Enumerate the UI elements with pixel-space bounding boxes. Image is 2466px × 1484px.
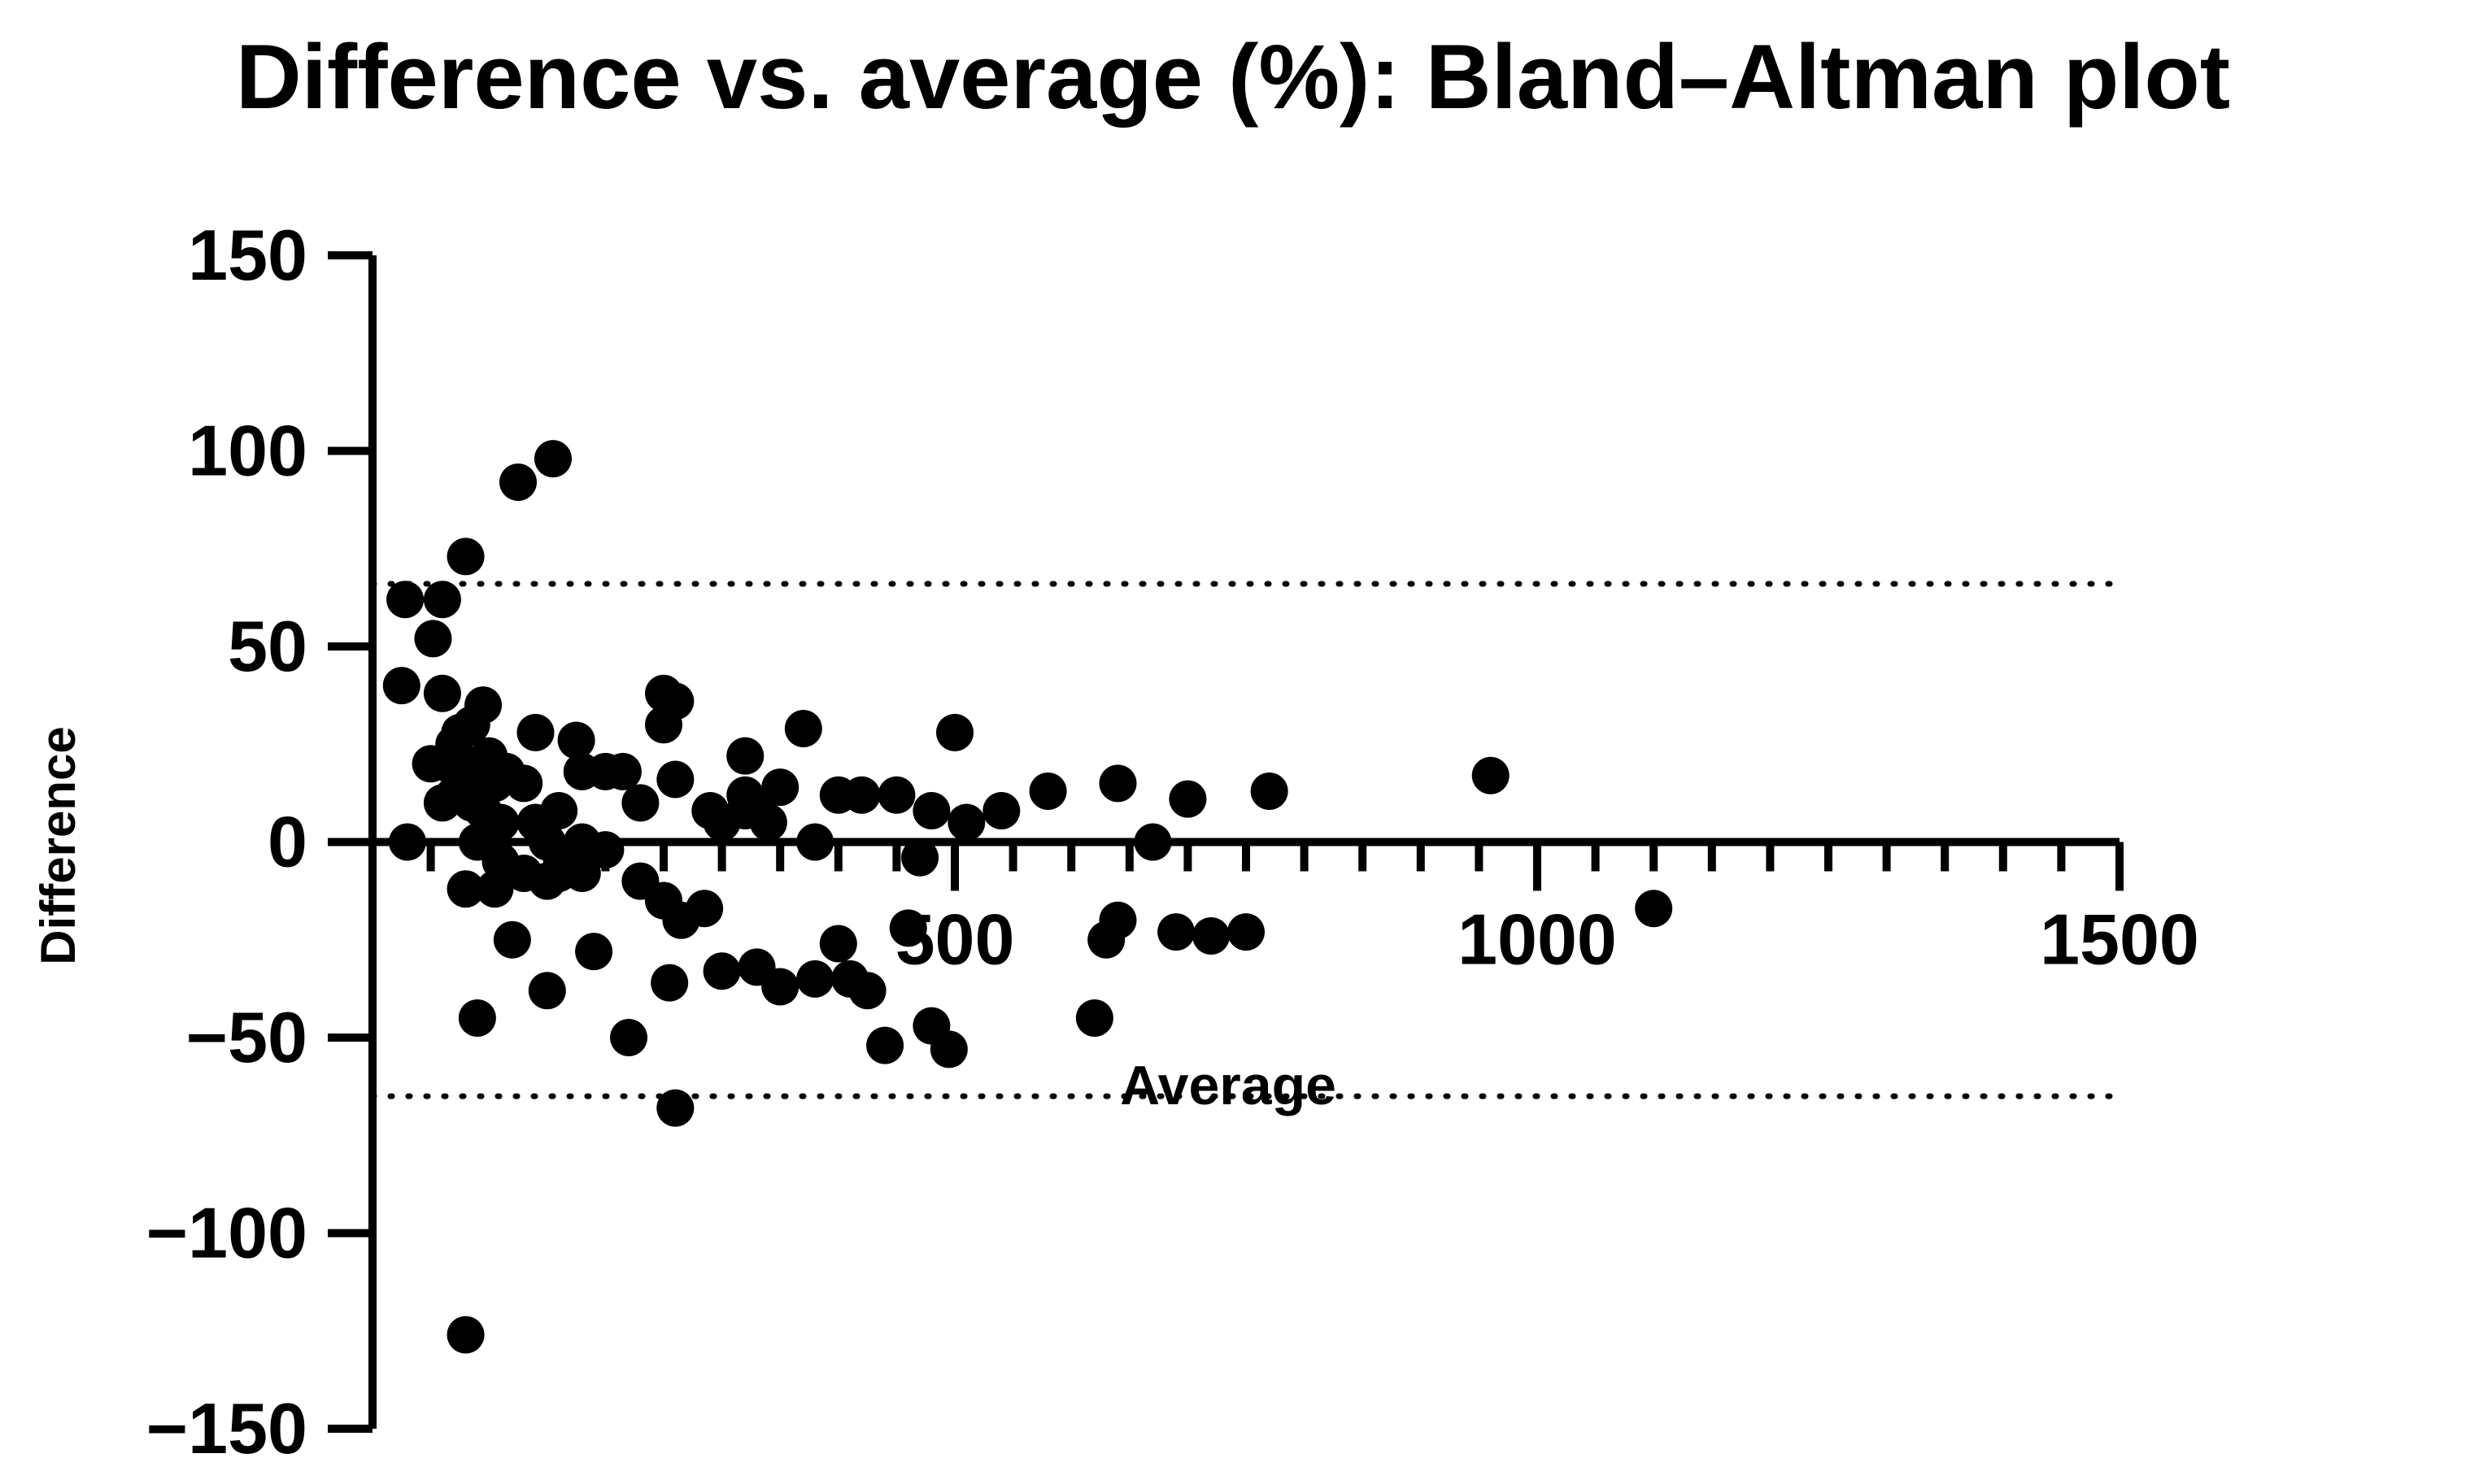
x-tick-label: 1500 [2040, 899, 2199, 980]
data-point [901, 838, 939, 877]
data-point [557, 721, 595, 759]
data-point [866, 1026, 904, 1064]
x-tick-label: 500 [895, 899, 1015, 980]
data-point [656, 1089, 695, 1127]
data-point [930, 1030, 968, 1068]
data-point [726, 737, 765, 775]
data-point [447, 1316, 485, 1354]
y-tick-label: 0 [268, 802, 307, 882]
data-point [686, 890, 724, 928]
y-tick-label: 50 [228, 606, 307, 686]
data-point [651, 964, 689, 1002]
data-point [784, 710, 822, 748]
y-tick-label: 100 [188, 411, 307, 491]
x-axis-title: Average [1120, 1055, 1336, 1116]
data-point [1099, 764, 1137, 803]
data-point [761, 968, 799, 1006]
data-point [493, 920, 531, 959]
data-point [382, 667, 420, 705]
data-point [982, 792, 1021, 830]
data-point [936, 713, 974, 751]
data-point [551, 842, 590, 881]
data-point [1635, 890, 1673, 928]
data-point [516, 803, 555, 842]
y-tick-label: −100 [146, 1193, 307, 1273]
data-point [575, 933, 613, 971]
data-point [843, 776, 881, 814]
data-point [819, 925, 857, 963]
data-point [534, 440, 572, 478]
y-axis-title: Difference [31, 726, 85, 964]
axes [328, 251, 2124, 1433]
data-point [1099, 901, 1137, 939]
data-point [487, 752, 525, 790]
data-point [948, 803, 986, 842]
data-point [423, 581, 461, 619]
data-point [1192, 916, 1231, 955]
data-point [447, 537, 485, 576]
data-point [796, 960, 834, 998]
data-point [761, 768, 799, 807]
y-tick-label: −150 [146, 1388, 307, 1469]
data-point [656, 760, 695, 799]
data-point [621, 784, 660, 822]
data-point [423, 784, 461, 822]
y-tick-label: −50 [186, 997, 307, 1077]
data-point [481, 803, 520, 842]
chart-title: Difference vs. average (%): Bland–Altman… [235, 26, 2231, 128]
data-point [414, 620, 452, 658]
data-point [1075, 999, 1113, 1037]
data-point [831, 960, 869, 998]
data-point [610, 1019, 648, 1056]
data-point [1227, 913, 1265, 951]
y-tick-label: 150 [188, 215, 307, 295]
data-point [528, 972, 566, 1010]
data-point [889, 909, 927, 947]
data-point [447, 870, 485, 908]
data-point [452, 706, 490, 744]
data-point [878, 776, 916, 814]
data-point [499, 463, 537, 501]
data-point [516, 713, 555, 751]
data-point [586, 752, 625, 790]
data-point [386, 581, 425, 619]
data-point [1157, 913, 1196, 951]
data-point [1250, 772, 1288, 810]
data-point [656, 682, 695, 720]
x-tick-label: 1000 [1457, 899, 1617, 980]
data-points [382, 440, 1673, 1354]
data-point [913, 792, 951, 830]
data-point [458, 999, 496, 1037]
data-point [1029, 772, 1067, 810]
data-point [476, 870, 514, 908]
data-point [726, 792, 765, 830]
data-point [1169, 780, 1207, 818]
data-point [703, 952, 741, 990]
data-point [423, 674, 461, 712]
data-point [1471, 756, 1510, 794]
